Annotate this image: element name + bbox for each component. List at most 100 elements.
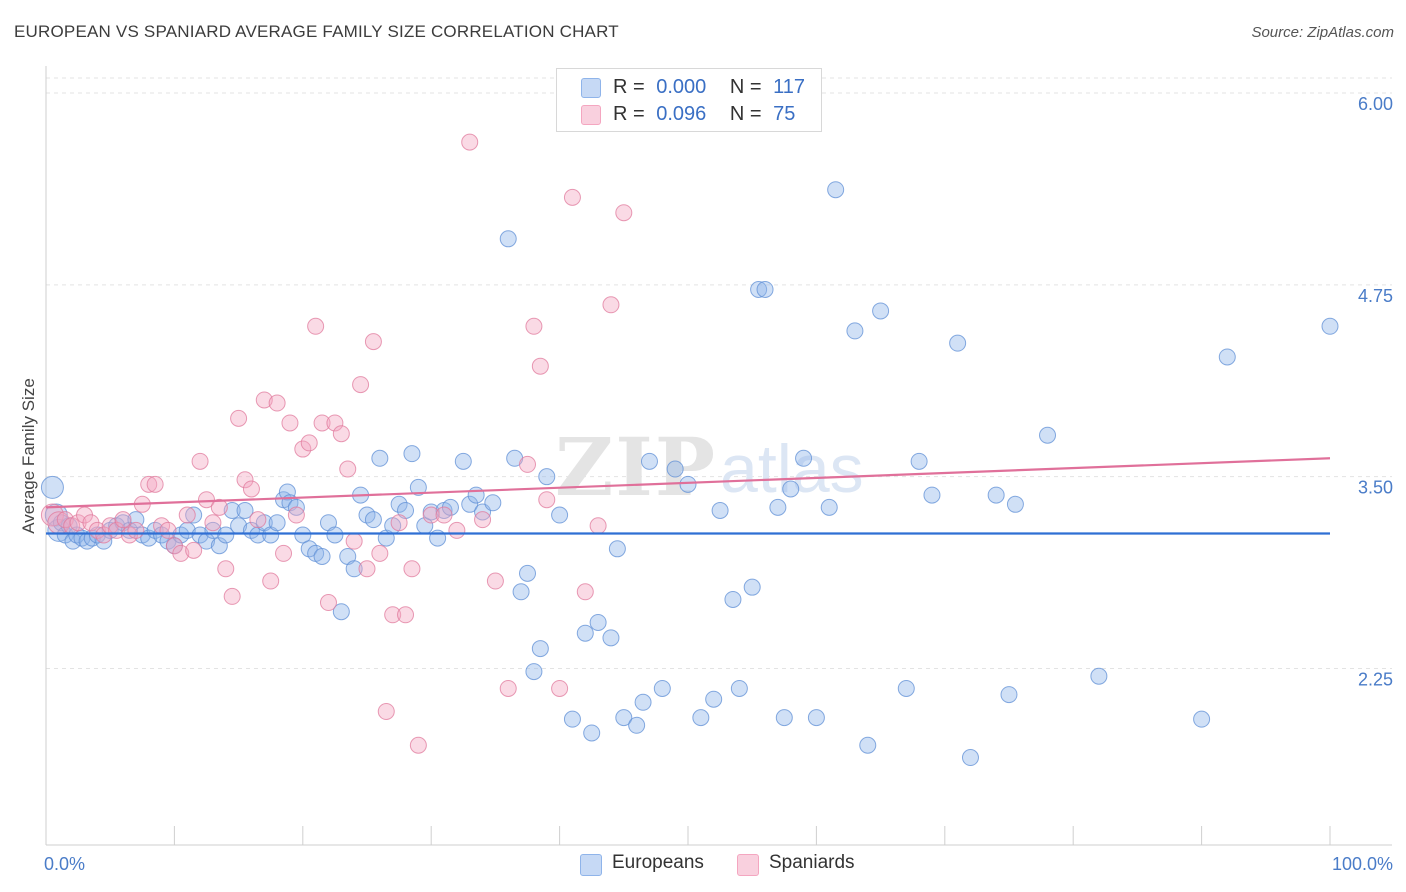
point-europeans bbox=[724, 590, 742, 608]
point-europeans bbox=[268, 514, 286, 532]
point-europeans bbox=[949, 334, 967, 352]
axes bbox=[45, 66, 1392, 846]
legend-r-label: R = bbox=[613, 103, 645, 125]
point-spaniards bbox=[448, 521, 466, 539]
point-spaniards bbox=[198, 491, 215, 509]
point-spaniards bbox=[40, 503, 64, 527]
point-spaniards bbox=[422, 506, 440, 524]
point-spaniards bbox=[538, 491, 556, 509]
point-europeans bbox=[679, 475, 697, 493]
point-europeans bbox=[743, 578, 761, 596]
point-europeans bbox=[827, 181, 845, 199]
point-europeans bbox=[531, 640, 549, 658]
point-spaniards bbox=[307, 317, 325, 335]
point-europeans bbox=[730, 679, 748, 697]
point-europeans bbox=[576, 624, 594, 642]
point-europeans bbox=[775, 709, 793, 727]
point-europeans bbox=[692, 709, 710, 727]
point-spaniards bbox=[377, 702, 395, 720]
point-spaniards bbox=[172, 544, 190, 562]
point-spaniards bbox=[397, 606, 415, 624]
point-spaniards bbox=[519, 455, 536, 473]
point-europeans bbox=[628, 716, 646, 734]
legend-n-label: N = bbox=[729, 103, 762, 125]
bottom-legend-label-spaniards: Spaniards bbox=[769, 852, 855, 873]
point-spaniards bbox=[551, 679, 569, 697]
point-spaniards bbox=[403, 560, 421, 578]
legend-swatch-spaniards bbox=[581, 105, 601, 125]
legend-n-value: 75 bbox=[773, 103, 796, 125]
source-note: Source: ZipAtlas.com bbox=[1251, 24, 1394, 41]
point-europeans bbox=[519, 564, 536, 582]
point-spaniards bbox=[287, 506, 305, 524]
point-europeans bbox=[467, 486, 485, 504]
point-spaniards bbox=[602, 296, 620, 314]
point-spaniards bbox=[576, 583, 594, 601]
point-europeans bbox=[371, 449, 389, 467]
point-europeans bbox=[1039, 426, 1057, 444]
point-spaniards bbox=[474, 511, 492, 529]
point-spaniards bbox=[95, 526, 113, 544]
point-spaniards bbox=[159, 521, 177, 539]
point-europeans bbox=[750, 280, 768, 298]
point-europeans bbox=[910, 452, 928, 470]
point-spaniards bbox=[615, 204, 633, 222]
point-europeans bbox=[313, 547, 331, 565]
y-tick-label: 4.75 bbox=[1358, 286, 1393, 306]
point-europeans bbox=[1000, 686, 1018, 704]
point-spaniards bbox=[294, 440, 312, 458]
point-europeans bbox=[278, 483, 296, 501]
point-europeans bbox=[846, 322, 864, 340]
point-spaniards bbox=[204, 514, 222, 532]
point-spaniards bbox=[486, 572, 504, 590]
point-spaniards bbox=[409, 736, 427, 754]
point-spaniards bbox=[185, 541, 203, 559]
point-spaniards bbox=[191, 452, 209, 470]
point-europeans bbox=[589, 613, 607, 631]
point-spaniards bbox=[345, 532, 363, 550]
point-europeans bbox=[711, 501, 729, 519]
point-europeans bbox=[820, 498, 838, 516]
grid-lines bbox=[46, 77, 1392, 670]
point-europeans bbox=[782, 480, 800, 498]
watermark-atlas: atlas bbox=[720, 431, 864, 507]
point-europeans bbox=[615, 709, 633, 727]
point-europeans bbox=[859, 736, 877, 754]
point-europeans bbox=[653, 679, 671, 697]
tick-labels: 2.25 3.50 4.75 6.00 0.0% 100.0% Average Family… bbox=[19, 94, 1393, 874]
point-spaniards bbox=[242, 480, 260, 498]
legend-n-value: 117 bbox=[773, 76, 806, 98]
point-europeans bbox=[345, 560, 363, 578]
point-spaniards bbox=[230, 409, 248, 427]
point-europeans bbox=[236, 501, 254, 519]
legend-r-value: 0.000 bbox=[656, 76, 707, 98]
point-europeans bbox=[666, 460, 684, 478]
point-europeans bbox=[512, 583, 530, 601]
point-spaniards bbox=[140, 475, 158, 493]
point-spaniards bbox=[390, 514, 408, 532]
point-spaniards bbox=[371, 544, 389, 562]
point-europeans bbox=[640, 452, 658, 470]
point-europeans bbox=[409, 478, 427, 496]
point-europeans bbox=[872, 302, 890, 320]
point-spaniards bbox=[358, 560, 376, 578]
point-europeans bbox=[223, 501, 241, 519]
point-spaniards bbox=[268, 394, 286, 412]
point-europeans bbox=[538, 468, 556, 486]
point-europeans bbox=[551, 506, 569, 524]
point-spaniards bbox=[217, 560, 235, 578]
point-spaniards bbox=[332, 425, 350, 443]
trend-lines bbox=[45, 457, 1331, 535]
y-tick-label: 2.25 bbox=[1358, 670, 1393, 690]
point-europeans bbox=[217, 526, 235, 544]
point-europeans bbox=[1193, 710, 1211, 728]
x-tick-label: 100.0% bbox=[1332, 854, 1393, 874]
x-tick-label: 0.0% bbox=[44, 854, 85, 874]
point-spaniards bbox=[127, 521, 145, 539]
point-europeans bbox=[923, 486, 941, 504]
bottom-legend-swatch-spaniards bbox=[737, 854, 759, 876]
point-europeans bbox=[403, 445, 421, 463]
watermark: ZIP atlas bbox=[555, 420, 864, 514]
point-europeans bbox=[1218, 348, 1236, 366]
point-spaniards bbox=[249, 511, 267, 529]
